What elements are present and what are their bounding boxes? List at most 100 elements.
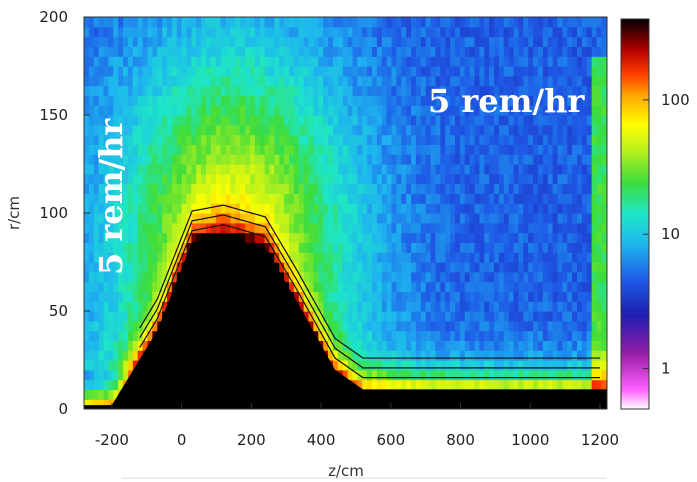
heatmap-cell (298, 75, 305, 87)
heatmap-cell (118, 193, 124, 204)
heatmap-cell (494, 26, 500, 38)
heatmap-cell (147, 17, 153, 28)
heatmap-cell (396, 350, 402, 361)
heatmap-cell (445, 340, 451, 351)
heatmap-cell (215, 85, 222, 96)
heatmap-cell (376, 360, 383, 371)
heatmap-cell (401, 379, 407, 390)
heatmap-cell (113, 262, 119, 273)
heatmap-cell (401, 36, 407, 47)
heatmap-cell (332, 252, 339, 263)
heatmap-cell (528, 203, 534, 214)
heatmap-cell (293, 271, 300, 283)
heatmap-cell (332, 262, 339, 273)
heatmap-cell (396, 330, 402, 341)
heatmap-cell (474, 173, 480, 185)
heatmap-cell (450, 36, 456, 47)
heatmap-cell (435, 36, 441, 47)
heatmap-cell (396, 26, 402, 38)
heatmap-cell (601, 311, 607, 322)
heatmap-cell (103, 56, 110, 67)
heatmap-cell (547, 252, 554, 263)
heatmap-cell (318, 105, 324, 116)
heatmap-cell (528, 17, 534, 28)
heatmap-cell (196, 26, 202, 38)
heatmap-cell (415, 281, 422, 292)
heatmap-cell (303, 203, 310, 214)
heatmap-cell (581, 134, 588, 145)
heatmap-cell (528, 379, 534, 390)
heatmap-cell (118, 330, 124, 341)
heatmap-cell (127, 271, 134, 283)
heatmap-cell (459, 173, 466, 185)
heatmap-cell (440, 291, 446, 302)
heatmap-cell (552, 95, 559, 106)
heatmap-cell (254, 213, 261, 224)
heatmap-cell (132, 271, 139, 283)
heatmap-cell (591, 291, 598, 302)
heatmap-cell (498, 75, 505, 87)
heatmap-cell (494, 379, 500, 390)
heatmap-cell (567, 360, 573, 371)
heatmap-cell (562, 350, 568, 361)
heatmap-cell (162, 56, 168, 67)
heatmap-cell (494, 75, 500, 87)
heatmap-cell (440, 17, 446, 28)
heatmap-cell (137, 17, 144, 28)
heatmap-cell (406, 124, 412, 136)
heatmap-cell (577, 330, 583, 341)
heatmap-cell (381, 242, 388, 253)
heatmap-cell (264, 17, 271, 28)
heatmap-cell (557, 340, 563, 351)
heatmap-cell (313, 173, 319, 185)
heatmap-cell (396, 340, 402, 351)
heatmap-cell (494, 271, 500, 283)
heatmap-cell (484, 360, 490, 371)
heatmap-cell (328, 105, 334, 116)
heatmap-cell (464, 105, 471, 116)
heatmap-cell (308, 105, 315, 116)
heatmap-cell (157, 213, 163, 224)
heatmap-cell (108, 291, 114, 302)
heatmap-cell (298, 193, 305, 204)
heatmap-cell (176, 36, 183, 47)
heatmap-cell (137, 291, 144, 302)
heatmap-cell (171, 173, 178, 185)
heatmap-cell (103, 399, 110, 409)
heatmap-cell (601, 105, 607, 116)
heatmap-cell (406, 301, 412, 312)
heatmap-cell (279, 203, 285, 214)
heatmap-cell (469, 320, 476, 332)
heatmap-cell (357, 164, 363, 175)
heatmap-cell (513, 301, 520, 312)
heatmap-cell (98, 340, 105, 351)
heatmap-cell (420, 301, 427, 312)
heatmap-cell (274, 17, 280, 28)
heatmap-cell (596, 105, 603, 116)
heatmap-cell (362, 56, 368, 67)
heatmap-cell (552, 340, 559, 351)
heatmap-cell (376, 330, 383, 341)
heatmap-cell (201, 124, 207, 136)
heatmap-cell (254, 193, 261, 204)
heatmap-cell (298, 56, 305, 67)
heatmap-cell (279, 85, 285, 96)
heatmap-cell (503, 115, 510, 126)
heatmap-cell (123, 301, 129, 312)
heatmap-cell (181, 144, 188, 155)
heatmap-cell (411, 301, 417, 312)
heatmap-cell (210, 105, 217, 116)
heatmap-cell (323, 124, 329, 136)
heatmap-cell (474, 291, 480, 302)
heatmap-cell (284, 105, 290, 116)
heatmap-cell (118, 26, 124, 38)
heatmap-cell (581, 36, 588, 47)
heatmap-cell (259, 95, 266, 106)
heatmap-cell (298, 271, 305, 283)
heatmap-cell (147, 232, 153, 243)
heatmap-cell (245, 115, 251, 126)
heatmap-cell (411, 115, 417, 126)
heatmap-cell (225, 154, 232, 165)
heatmap-cell (601, 154, 607, 165)
heatmap-cell (474, 222, 480, 234)
